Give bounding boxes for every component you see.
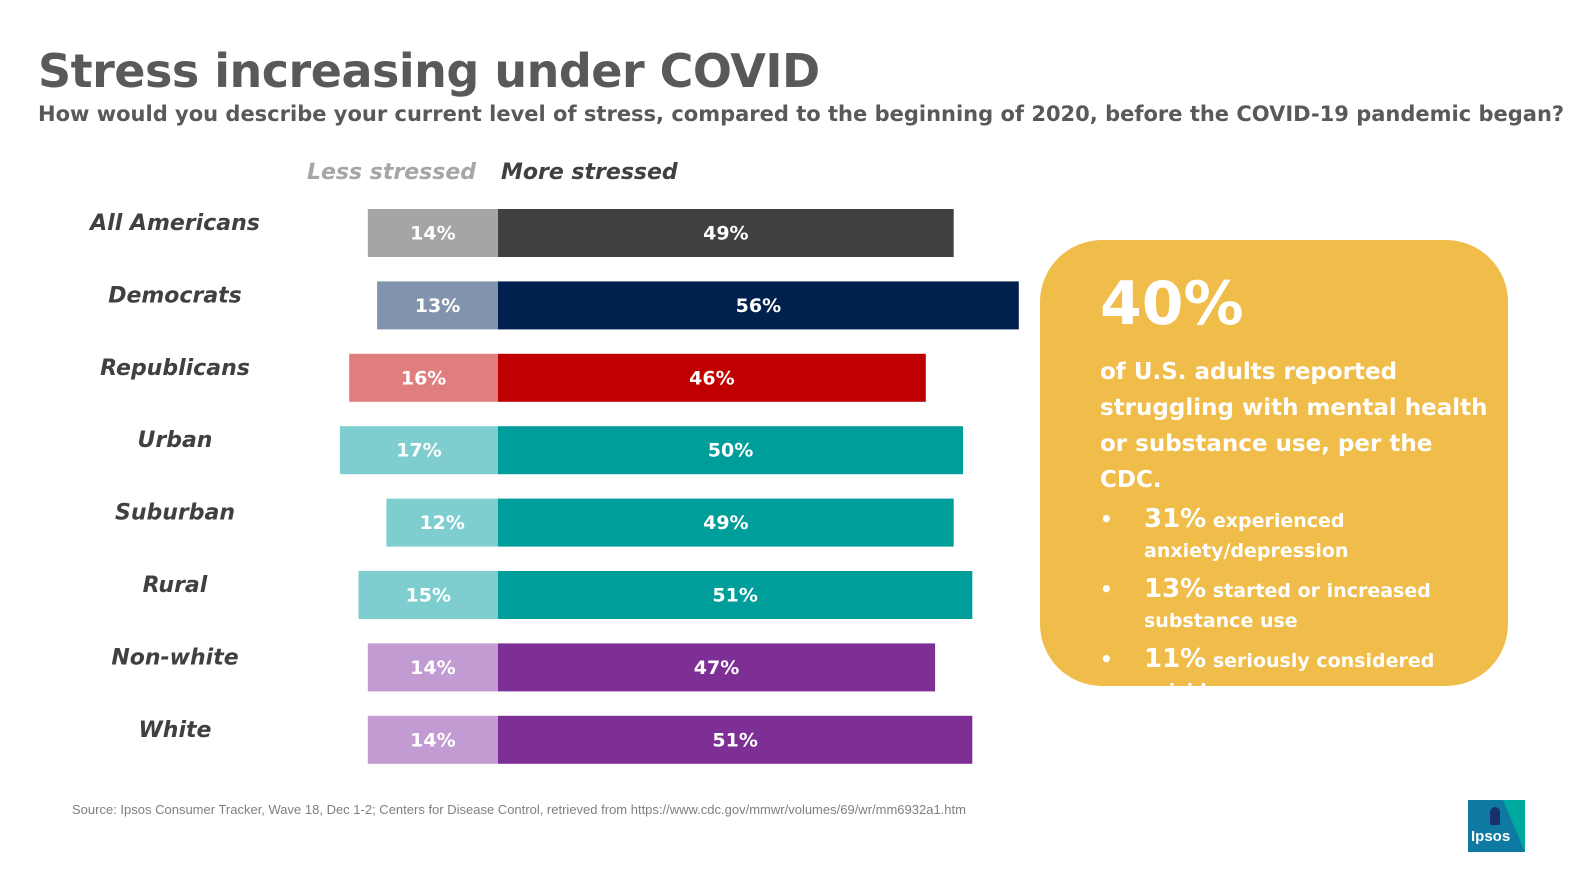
bar-more-all-americans	[498, 209, 954, 257]
source-note: Source: Ipsos Consumer Tracker, Wave 18,…	[72, 802, 966, 817]
bar-label-less-republicans: 16%	[401, 367, 446, 389]
bar-more-urban	[498, 426, 963, 475]
callout-text: of U.S. adults reported struggling with …	[1100, 359, 1488, 493]
bar-less-rural	[358, 571, 498, 619]
logo-triangle	[1503, 800, 1525, 852]
cdc-callout-box: 40% of U.S. adults reported struggling w…	[1040, 240, 1508, 702]
bar-more-non-white	[498, 643, 936, 692]
bullet-pct: 11%	[1144, 644, 1207, 674]
category-label-democrats: Democrats	[108, 283, 242, 308]
more-stressed-header: More stressed	[501, 160, 678, 185]
bullet-dot: •	[1100, 647, 1113, 671]
bar-less-non-white	[367, 643, 498, 692]
callout-bullet: • 13% started or increased substance use	[1100, 574, 1488, 636]
bullet-dot: •	[1100, 577, 1113, 601]
bar-label-more-all-americans: 49%	[703, 223, 748, 245]
less-stressed-header: Less stressed	[306, 160, 476, 185]
bar-less-urban	[339, 426, 498, 475]
bar-label-more-white: 51%	[712, 729, 757, 751]
bullet-text: experienced anxiety/depression	[1144, 510, 1349, 562]
callout-big-stat: 40%	[1100, 269, 1244, 339]
bar-label-more-non-white: 47%	[694, 657, 739, 679]
category-label-republicans: Republicans	[100, 356, 250, 381]
bullet-dot: •	[1100, 507, 1113, 531]
category-label-white: White	[139, 718, 212, 743]
bullet-text: seriously considered suicide	[1144, 650, 1435, 702]
category-label-suburban: Suburban	[115, 501, 235, 526]
bar-less-all-americans	[367, 209, 498, 257]
category-label-all-americans: All Americans	[88, 211, 260, 236]
bar-label-less-urban: 17%	[396, 440, 441, 462]
bar-label-more-urban: 50%	[708, 440, 753, 462]
bullet-pct: 31%	[1144, 504, 1207, 534]
bar-label-less-rural: 15%	[406, 585, 451, 607]
bar-label-more-republicans: 46%	[689, 367, 734, 389]
bar-more-suburban	[498, 498, 954, 547]
bar-label-less-democrats: 13%	[415, 295, 460, 317]
bar-less-republicans	[349, 353, 498, 402]
bar-label-more-suburban: 49%	[703, 512, 748, 534]
page-subtitle: How would you describe your current leve…	[38, 102, 1565, 126]
callout-bullet-list: • 31% experienced anxiety/depression • 1…	[1100, 504, 1488, 706]
diverging-bar-chart: All Americans 14% 49% Democrats 13% 56% Republ…	[88, 209, 1019, 764]
bar-label-less-all-americans: 14%	[410, 223, 455, 245]
bullet-pct: 13%	[1144, 574, 1207, 604]
bar-more-rural	[498, 571, 973, 619]
category-label-non-white: Non-white	[111, 645, 238, 670]
bullet-text: started or increased substance use	[1144, 580, 1431, 632]
bar-less-suburban	[386, 498, 498, 547]
category-label-urban: Urban	[138, 428, 213, 453]
bar-label-more-rural: 51%	[712, 585, 757, 607]
bar-more-democrats	[498, 281, 1019, 330]
bar-label-less-white: 14%	[410, 729, 455, 751]
bar-label-less-suburban: 12%	[419, 512, 464, 534]
logo-text: Ipsos	[1471, 828, 1511, 845]
callout-bullet: • 31% experienced anxiety/depression	[1100, 504, 1488, 566]
page-title: Stress increasing under COVID	[38, 44, 820, 98]
bar-more-white	[498, 715, 973, 764]
bar-less-white	[367, 715, 498, 764]
bar-more-republicans	[498, 353, 926, 402]
category-label-rural: Rural	[143, 573, 208, 598]
callout-bullet: • 11% seriously considered suicide	[1100, 644, 1488, 706]
bar-label-more-democrats: 56%	[736, 295, 781, 317]
bar-less-democrats	[377, 281, 498, 330]
ipsos-logo: Ipsos	[1468, 800, 1525, 852]
bar-label-less-non-white: 14%	[410, 657, 455, 679]
logo-mark-icon	[1490, 807, 1500, 825]
